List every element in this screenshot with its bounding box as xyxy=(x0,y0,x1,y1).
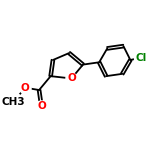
Text: CH3: CH3 xyxy=(2,97,26,106)
Text: O: O xyxy=(37,101,46,111)
Text: O: O xyxy=(21,83,30,93)
Text: O: O xyxy=(67,74,76,83)
Text: Cl: Cl xyxy=(135,53,146,63)
